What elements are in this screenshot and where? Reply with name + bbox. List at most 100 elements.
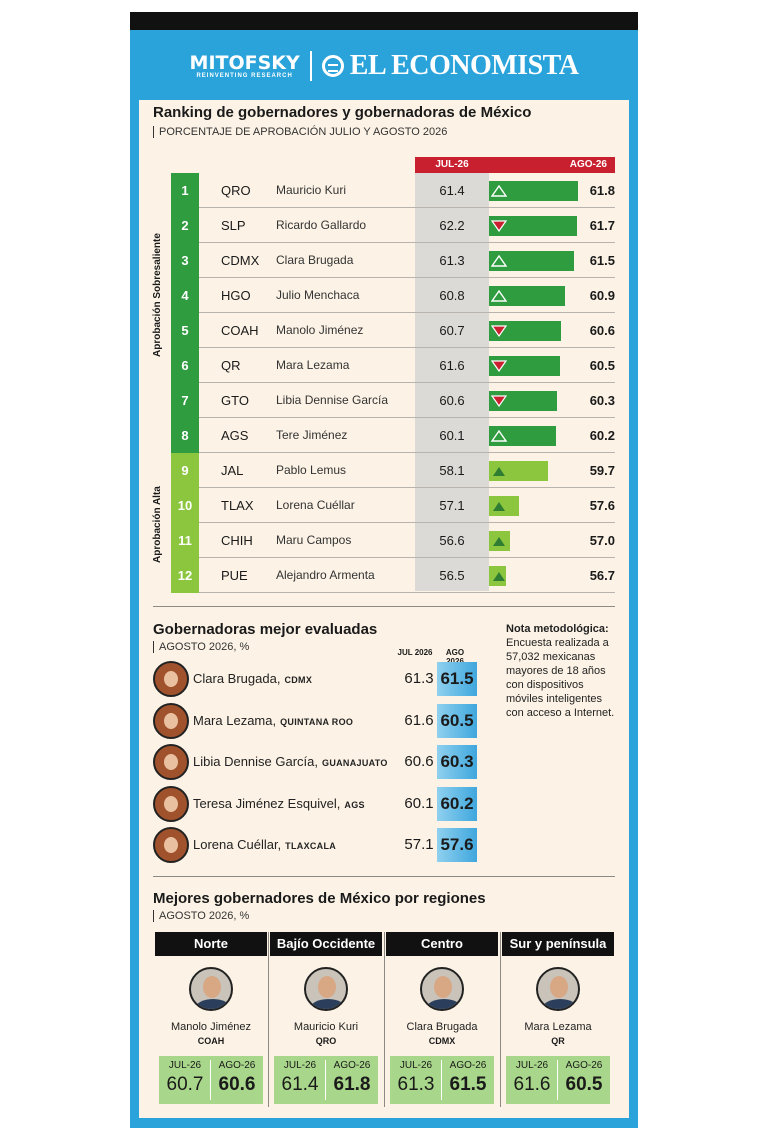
- governor-name: Tere Jiménez: [276, 428, 348, 442]
- jul-value: 56.5: [439, 568, 465, 583]
- governor-photo: [189, 967, 233, 1011]
- region-card: Bajío Occidente Mauricio Kuri QRO JUL-26 AGO…: [270, 932, 382, 1107]
- governor-name: Mauricio Kuri: [293, 1021, 359, 1033]
- rank-number: 12: [171, 558, 199, 593]
- ago-value: 60.9: [589, 288, 615, 303]
- ranking-row: 6 QR Mara Lezama 61.6 60.5: [171, 348, 615, 383]
- rank-number: 11: [171, 523, 199, 558]
- state-code: TLAX: [221, 498, 254, 513]
- ranking-row: 1 QRO Mauricio Kuri 61.4 61.8: [171, 173, 615, 208]
- state-name: GUANAJUATO: [322, 758, 388, 768]
- regions-title: Mejores gobernadores de México por regio…: [153, 890, 486, 907]
- ago-value: 59.7: [589, 463, 615, 478]
- group-label-sobresaliente: Aprobación Sobresaliente: [152, 233, 163, 357]
- ago-value: 60.6: [589, 323, 615, 338]
- governor-name: Pablo Lemus: [276, 463, 347, 477]
- state-code: CDMX: [221, 253, 260, 268]
- governor-woman-row: Mara Lezama, QUINTANA ROO 61.6 60.5: [153, 702, 478, 740]
- governor-name: Ricardo Gallardo: [276, 218, 367, 232]
- region-card: Centro Clara Brugada CDMX JUL-26 AGO-26 61.3 6…: [386, 932, 498, 1107]
- women-subtitle: AGOSTO 2026, %: [153, 641, 249, 653]
- jul-value: 56.6: [439, 533, 465, 548]
- governor-name: Libia Dennise García, GUANAJUATO: [193, 754, 388, 769]
- governor-name: Manolo Jiménez: [170, 1021, 252, 1033]
- group-label-alta: Aprobación Alta: [152, 486, 163, 563]
- jul-value: 61.6: [439, 358, 465, 373]
- trend-up-icon: [493, 467, 505, 476]
- governor-photo: [304, 967, 348, 1011]
- jul-value: 61.3: [397, 1074, 435, 1095]
- ago-value: 61.7: [589, 218, 615, 233]
- jul-value: 57.1: [404, 836, 434, 853]
- state-code: HGO: [221, 288, 251, 303]
- ranking-row: 4 HGO Julio Menchaca 60.8 60.9: [171, 278, 615, 313]
- ago-value: 61.5: [589, 253, 615, 268]
- ago-value: 60.6: [218, 1074, 256, 1095]
- methodology-note-title: Nota metodológica:: [506, 623, 609, 635]
- rank-number: 2: [171, 208, 199, 243]
- jul-value: 61.4: [439, 183, 465, 198]
- values-box: JUL-26 AGO-26 61.4 61.8: [274, 1056, 378, 1104]
- ranking-row: 10 TLAX Lorena Cuéllar 57.1 57.6: [171, 488, 615, 523]
- governor-woman-row: Lorena Cuéllar, TLAXCALA 57.1 57.6: [153, 826, 478, 864]
- trend-up-icon: [493, 537, 505, 546]
- trend-up-icon: [491, 255, 507, 267]
- ranking-row: 9 JAL Pablo Lemus 58.1 59.7: [171, 453, 615, 488]
- jul-value: 60.6: [404, 753, 434, 770]
- avatar: [153, 785, 189, 822]
- ago-value: 60.5: [589, 358, 615, 373]
- ago-value: 57.0: [589, 533, 615, 548]
- jul-value: 57.1: [439, 498, 465, 513]
- mitofsky-logo: MITOFSKY REINVENTING RESEARCH: [189, 51, 300, 79]
- ago-value: 60.3: [437, 745, 477, 779]
- values-box: JUL-26 AGO-26 61.3 61.5: [390, 1056, 494, 1104]
- avatar: [153, 827, 189, 863]
- trend-down-icon: [491, 220, 507, 232]
- state-code: GTO: [221, 393, 249, 408]
- governor-name: Clara Brugada: [276, 253, 354, 267]
- jul-value: 61.6: [513, 1074, 551, 1095]
- jul-value: 61.3: [439, 253, 465, 268]
- trend-up-icon: [491, 430, 507, 442]
- ago-value: 61.8: [333, 1074, 371, 1095]
- state-name: CDMX: [284, 675, 313, 685]
- state-code: QRO: [315, 1036, 337, 1046]
- state-code: COAH: [221, 323, 259, 338]
- brand-header: MITOFSKY REINVENTING RESEARCH EL ECONOMI…: [130, 30, 638, 102]
- rank-number: 1: [171, 173, 199, 208]
- governor-name: Mara Lezama: [524, 1021, 592, 1033]
- state-name: QUINTANA ROO: [280, 716, 354, 727]
- ranking-row: 2 SLP Ricardo Gallardo 62.2 61.7: [171, 208, 615, 243]
- state-code: JAL: [221, 463, 244, 478]
- jul-label: JUL-26: [515, 1060, 549, 1071]
- ago-bar: [489, 181, 578, 201]
- jul-value: 60.1: [404, 794, 434, 812]
- region-divider: [500, 932, 501, 1107]
- state-code: PUE: [221, 568, 248, 583]
- avatar: [153, 744, 189, 780]
- state-code: AGS: [221, 428, 249, 443]
- methodology-note: Nota metodológica: Encuesta realizada a …: [506, 622, 618, 720]
- ago-label: AGO-26: [333, 1060, 371, 1071]
- ago-label: AGO-26: [449, 1060, 487, 1071]
- governor-name: Manolo Jiménez: [276, 323, 364, 337]
- ago-value: 61.5: [437, 662, 477, 696]
- ago-value: 61.5: [449, 1074, 487, 1095]
- jul-value: 61.3: [404, 670, 434, 687]
- rank-number: 7: [171, 383, 199, 418]
- governor-name: Clara Brugada, CDMX: [193, 671, 313, 686]
- regions-subtitle: AGOSTO 2026, %: [153, 910, 249, 922]
- governor-woman-row: Clara Brugada, CDMX 61.3 61.5: [153, 660, 478, 698]
- governor-name: Mauricio Kuri: [276, 183, 347, 197]
- ranking-row: 8 AGS Tere Jiménez 60.1 60.2: [171, 418, 615, 453]
- governor-name: Teresa Jiménez Esquivel, AGS: [193, 795, 365, 811]
- governor-name: Clara Brugada: [406, 1021, 478, 1033]
- methodology-note-text: Encuesta realizada a 57,032 mexicanas ma…: [506, 637, 615, 719]
- region-name: Sur y península: [502, 932, 614, 956]
- jul-label: JUL-26: [168, 1060, 202, 1071]
- governor-woman-row: Libia Dennise García, GUANAJUATO 60.6 60.3: [153, 743, 478, 781]
- ranking-row: 11 CHIH Maru Campos 56.6 57.0: [171, 523, 615, 558]
- ago-bar: [489, 216, 577, 236]
- jul-value: 61.4: [281, 1074, 319, 1095]
- governor-name: Alejandro Armenta: [276, 568, 375, 582]
